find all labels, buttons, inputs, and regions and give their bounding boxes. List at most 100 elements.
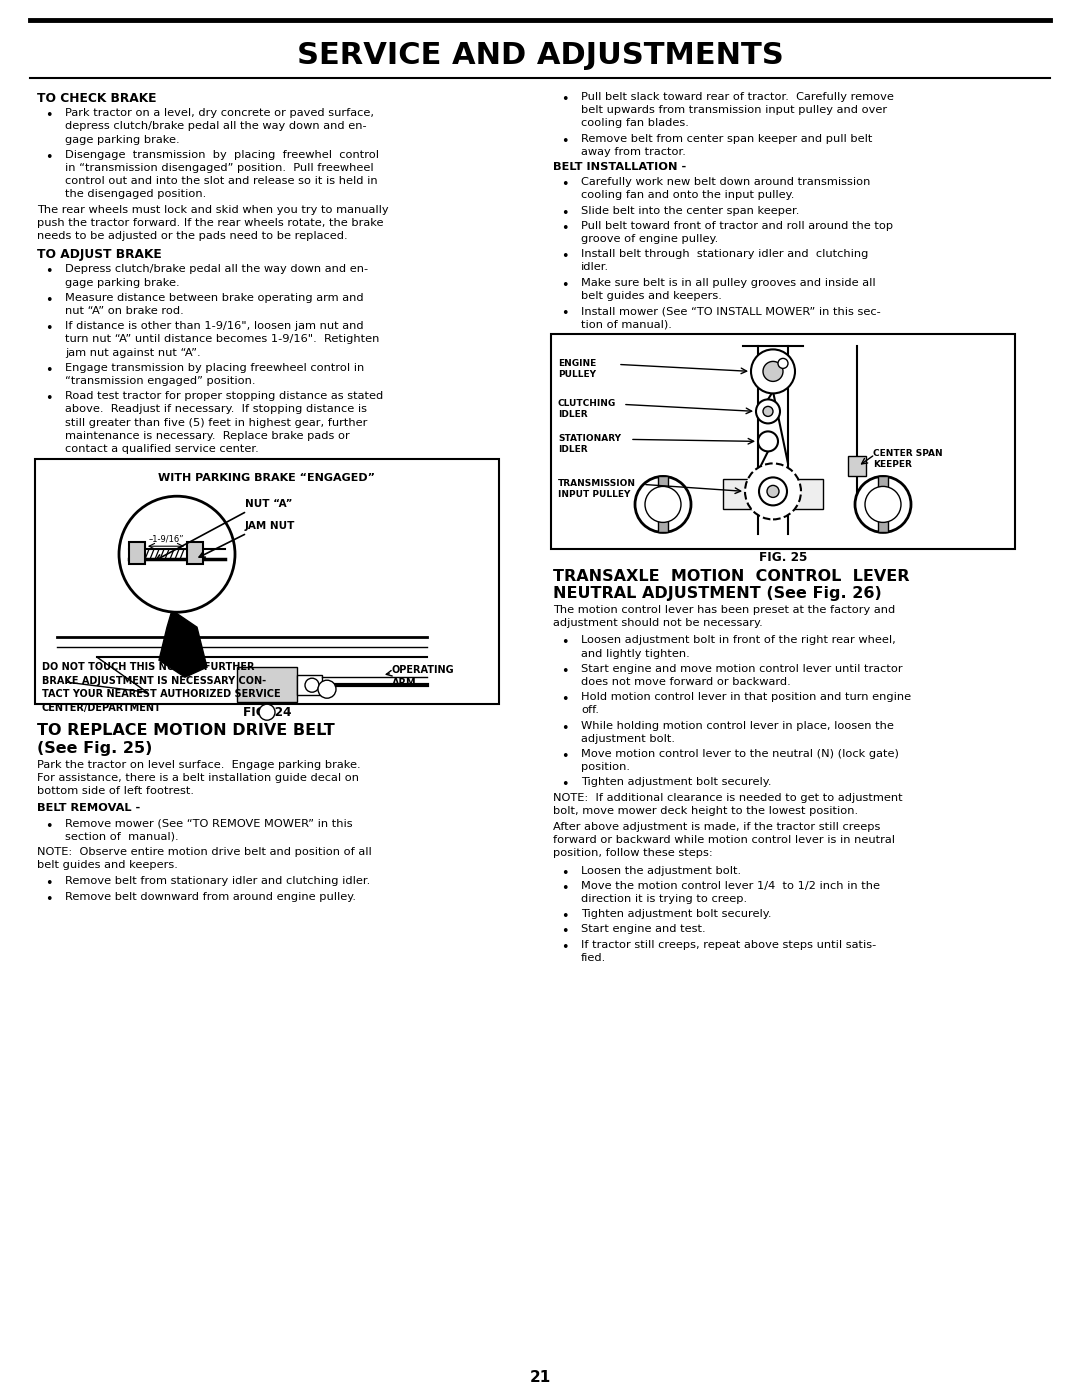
Text: still greater than five (5) feet in highest gear, further: still greater than five (5) feet in high… (65, 418, 367, 427)
Text: NOTE:  If additional clearance is needed to get to adjustment: NOTE: If additional clearance is needed … (553, 792, 903, 803)
Text: Start engine and move motion control lever until tractor: Start engine and move motion control lev… (581, 664, 903, 673)
Text: belt guides and keepers.: belt guides and keepers. (581, 291, 721, 300)
Text: •: • (561, 278, 568, 292)
Text: Remove belt from center span keeper and pull belt: Remove belt from center span keeper and … (581, 134, 873, 144)
Text: •: • (561, 637, 568, 650)
Text: Remove belt from stationary idler and clutching idler.: Remove belt from stationary idler and cl… (65, 876, 370, 887)
Text: •: • (561, 750, 568, 763)
Text: •: • (561, 911, 568, 923)
Text: belt upwards from transmission input pulley and over: belt upwards from transmission input pul… (581, 105, 887, 115)
Text: forward or backward while motion control lever is in neutral: forward or backward while motion control… (553, 835, 895, 845)
Text: nut “A” on brake rod.: nut “A” on brake rod. (65, 306, 184, 316)
Text: •: • (561, 882, 568, 895)
Text: the disengaged position.: the disengaged position. (65, 190, 206, 200)
Text: Make sure belt is in all pulley grooves and inside all: Make sure belt is in all pulley grooves … (581, 278, 876, 288)
Text: BELT INSTALLATION -: BELT INSTALLATION - (553, 162, 686, 172)
Text: SERVICE AND ADJUSTMENTS: SERVICE AND ADJUSTMENTS (297, 41, 783, 70)
Bar (297, 675, 322, 696)
Text: cooling fan and onto the input pulley.: cooling fan and onto the input pulley. (581, 190, 795, 200)
Bar (551, 334, 1015, 549)
Text: •: • (561, 778, 568, 791)
Text: Move motion control lever to the neutral (N) (lock gate): Move motion control lever to the neutral… (581, 749, 899, 759)
Text: •: • (561, 307, 568, 320)
Text: TRANSAXLE  MOTION  CONTROL  LEVER: TRANSAXLE MOTION CONTROL LEVER (553, 569, 909, 584)
Text: cooling fan blades.: cooling fan blades. (581, 119, 689, 129)
Text: •: • (45, 109, 53, 122)
Text: •: • (45, 893, 53, 905)
Text: TRANSMISSION
INPUT PULLEY: TRANSMISSION INPUT PULLEY (558, 479, 636, 500)
Text: groove of engine pulley.: groove of engine pulley. (581, 235, 718, 244)
Text: fied.: fied. (581, 953, 606, 963)
Text: If distance is other than 1-9/16", loosen jam nut and: If distance is other than 1-9/16", loose… (65, 321, 364, 331)
Text: •: • (561, 179, 568, 191)
Text: idler.: idler. (581, 263, 609, 272)
Text: Install belt through  stationary idler and  clutching: Install belt through stationary idler an… (581, 249, 868, 260)
Text: The motion control lever has been preset at the factory and: The motion control lever has been preset… (553, 605, 895, 615)
Text: •: • (45, 323, 53, 335)
Text: adjustment bolt.: adjustment bolt. (581, 733, 675, 743)
Circle shape (645, 486, 681, 522)
Text: direction it is trying to creep.: direction it is trying to creep. (581, 894, 747, 904)
Text: If tractor still creeps, repeat above steps until satis-: If tractor still creeps, repeat above st… (581, 940, 876, 950)
Circle shape (305, 678, 319, 692)
Circle shape (745, 464, 801, 520)
Circle shape (865, 486, 901, 522)
Polygon shape (159, 610, 207, 678)
Text: Hold motion control lever in that position and turn engine: Hold motion control lever in that positi… (581, 692, 912, 703)
Circle shape (756, 400, 780, 423)
Text: •: • (561, 866, 568, 880)
Text: tion of manual).: tion of manual). (581, 319, 672, 330)
Text: Pull belt toward front of tractor and roll around the top: Pull belt toward front of tractor and ro… (581, 221, 893, 231)
Text: After above adjustment is made, if the tractor still creeps: After above adjustment is made, if the t… (553, 821, 880, 833)
Bar (723, 479, 823, 510)
Text: turn nut “A” until distance becomes 1-9/16".  Retighten: turn nut “A” until distance becomes 1-9/… (65, 334, 379, 345)
Text: JAM NUT: JAM NUT (245, 521, 295, 531)
Text: •: • (45, 820, 53, 833)
Text: Remove mower (See “TO REMOVE MOWER” in this: Remove mower (See “TO REMOVE MOWER” in t… (65, 819, 353, 828)
Text: Pull belt slack toward rear of tractor.  Carefully remove: Pull belt slack toward rear of tractor. … (581, 92, 894, 102)
Text: position, follow these steps:: position, follow these steps: (553, 848, 713, 858)
Circle shape (751, 349, 795, 394)
Text: in “transmission disengaged” position.  Pull freewheel: in “transmission disengaged” position. P… (65, 163, 374, 173)
Text: FIG. 25: FIG. 25 (759, 552, 807, 564)
Text: •: • (561, 693, 568, 707)
Text: jam nut against nut “A”.: jam nut against nut “A”. (65, 348, 201, 358)
Circle shape (758, 432, 778, 451)
Text: push the tractor forward. If the rear wheels rotate, the brake: push the tractor forward. If the rear wh… (37, 218, 383, 228)
Text: FIG. 24: FIG. 24 (243, 707, 292, 719)
Text: Tighten adjustment bolt securely.: Tighten adjustment bolt securely. (581, 909, 771, 919)
Bar (35, 460, 499, 704)
Text: 21: 21 (529, 1369, 551, 1384)
Circle shape (855, 476, 912, 532)
Text: •: • (561, 722, 568, 735)
Text: away from tractor.: away from tractor. (581, 147, 686, 156)
Text: The rear wheels must lock and skid when you try to manually: The rear wheels must lock and skid when … (37, 204, 389, 215)
Text: •: • (45, 293, 53, 307)
Circle shape (318, 680, 336, 698)
Text: •: • (561, 134, 568, 148)
Text: Measure distance between brake operating arm and: Measure distance between brake operating… (65, 293, 364, 303)
Text: depress clutch/brake pedal all the way down and en-: depress clutch/brake pedal all the way d… (65, 122, 366, 131)
Circle shape (759, 478, 787, 506)
Bar (129, 542, 145, 564)
Text: CLUTCHING
IDLER: CLUTCHING IDLER (558, 400, 617, 419)
Circle shape (767, 485, 779, 497)
Text: •: • (561, 665, 568, 678)
Text: Park the tractor on level surface.  Engage parking brake.: Park the tractor on level surface. Engag… (37, 760, 361, 770)
Text: Remove belt downward from around engine pulley.: Remove belt downward from around engine … (65, 891, 356, 901)
Circle shape (259, 704, 275, 721)
Text: •: • (561, 925, 568, 939)
Text: •: • (561, 940, 568, 954)
Circle shape (778, 359, 788, 369)
Text: above.  Readjust if necessary.  If stopping distance is: above. Readjust if necessary. If stoppin… (65, 404, 367, 415)
Text: •: • (561, 222, 568, 235)
Bar (658, 476, 669, 532)
Text: needs to be adjusted or the pads need to be replaced.: needs to be adjusted or the pads need to… (37, 231, 348, 242)
Text: and lightly tighten.: and lightly tighten. (581, 648, 690, 658)
Text: Disengage  transmission  by  placing  freewhel  control: Disengage transmission by placing freewh… (65, 149, 379, 159)
Circle shape (762, 407, 773, 416)
Text: NOTE:  Observe entire motion drive belt and position of all: NOTE: Observe entire motion drive belt a… (37, 847, 372, 856)
Text: •: • (561, 94, 568, 106)
Text: For assistance, there is a belt installation guide decal on: For assistance, there is a belt installa… (37, 773, 359, 782)
Text: belt guides and keepers.: belt guides and keepers. (37, 861, 178, 870)
